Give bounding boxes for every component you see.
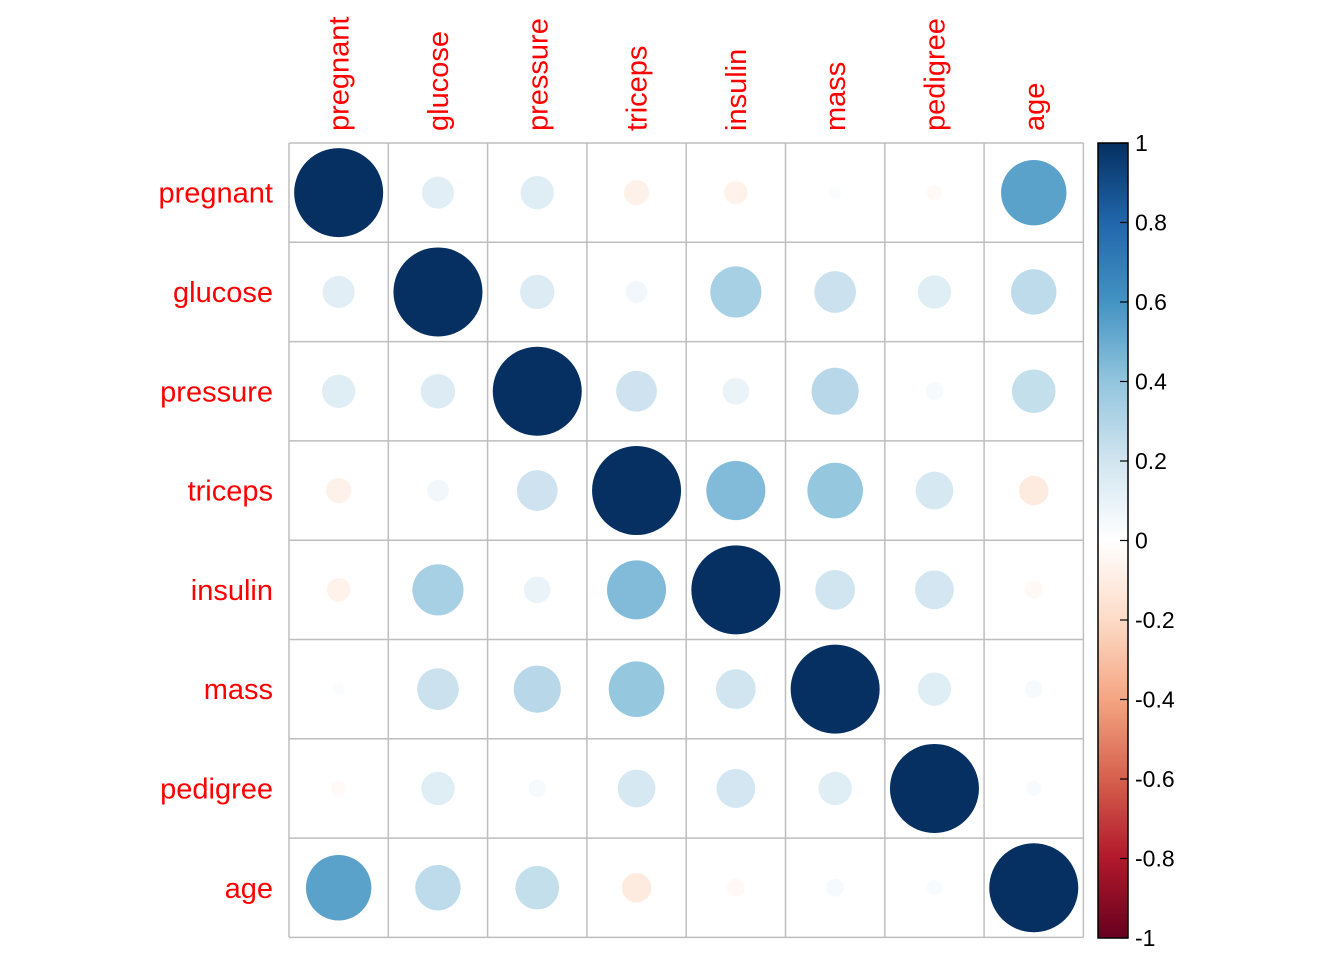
corr-circle-pressure-pedigree bbox=[925, 382, 944, 401]
corr-circle-insulin-pregnant bbox=[326, 578, 351, 602]
corr-circle-pregnant-pedigree bbox=[926, 184, 943, 201]
colorbar-tick-label: -0.4 bbox=[1135, 687, 1175, 713]
column-label-insulin: insulin bbox=[721, 49, 753, 131]
corr-circle-glucose-mass bbox=[814, 271, 857, 313]
colorbar-tick-label: -0.6 bbox=[1135, 766, 1175, 792]
corr-circle-triceps-mass bbox=[807, 462, 863, 519]
column-labels: pregnant glucose pressure triceps insulin mas… bbox=[324, 17, 1051, 132]
corr-circle-pedigree-triceps bbox=[617, 769, 656, 808]
colorbar-tick-label: 0.8 bbox=[1135, 210, 1167, 236]
row-label-age: age bbox=[225, 873, 273, 905]
corr-circle-pressure-glucose bbox=[420, 374, 456, 409]
corr-circle-insulin-triceps bbox=[607, 560, 667, 620]
corr-circle-insulin-age bbox=[1024, 580, 1043, 599]
corr-circle-mass-mass bbox=[790, 644, 880, 734]
column-label-triceps: triceps bbox=[622, 46, 654, 131]
corr-circle-pressure-mass bbox=[811, 367, 859, 415]
corr-circle-pregnant-mass bbox=[828, 186, 842, 199]
column-label-glucose: glucose bbox=[423, 31, 455, 131]
corr-circle-insulin-glucose bbox=[412, 564, 464, 616]
corr-circle-mass-pressure bbox=[513, 665, 561, 713]
corr-circle-age-pregnant bbox=[305, 855, 372, 921]
corr-circle-age-glucose bbox=[415, 865, 461, 911]
corr-circle-triceps-pregnant bbox=[326, 477, 352, 504]
corr-circle-pedigree-glucose bbox=[421, 771, 455, 806]
corr-circle-glucose-pregnant bbox=[322, 275, 355, 308]
corr-circle-mass-age bbox=[1024, 680, 1043, 699]
correlation-grid bbox=[288, 142, 1085, 939]
corr-circle-mass-insulin bbox=[715, 669, 756, 710]
corr-circle-glucose-insulin bbox=[710, 266, 762, 318]
corr-circle-pressure-pressure bbox=[492, 346, 582, 436]
corr-circle-glucose-glucose bbox=[393, 247, 483, 337]
corr-circle-pedigree-pressure bbox=[528, 779, 547, 798]
corr-circle-triceps-triceps bbox=[592, 446, 682, 536]
corr-circle-mass-pedigree bbox=[917, 672, 952, 706]
colorbar-tick-label: -0.2 bbox=[1135, 607, 1175, 633]
corr-circle-triceps-pedigree bbox=[915, 471, 954, 510]
corr-circle-insulin-mass bbox=[815, 569, 856, 610]
corr-circle-age-pedigree bbox=[926, 880, 943, 896]
corr-circle-insulin-pedigree bbox=[915, 570, 954, 610]
row-label-pedigree: pedigree bbox=[160, 773, 273, 805]
corr-circle-glucose-pressure bbox=[520, 274, 555, 310]
corr-circle-age-mass bbox=[826, 878, 845, 897]
column-label-pressure: pressure bbox=[522, 18, 554, 131]
corr-circle-triceps-insulin bbox=[706, 461, 766, 521]
row-labels: pregnant glucose pressure triceps insulin mas… bbox=[159, 178, 274, 905]
corr-circle-mass-glucose bbox=[417, 668, 459, 711]
row-label-glucose: glucose bbox=[173, 277, 273, 309]
corr-circle-age-insulin bbox=[726, 878, 745, 897]
corr-circle-triceps-glucose bbox=[427, 479, 449, 502]
colorbar-tick-label: 0.6 bbox=[1135, 289, 1167, 315]
corr-circle-pregnant-triceps bbox=[623, 180, 650, 206]
corr-circle-pedigree-mass bbox=[818, 771, 852, 806]
column-label-pregnant: pregnant bbox=[324, 17, 356, 132]
corr-circle-pregnant-insulin bbox=[724, 180, 748, 205]
corr-circle-pedigree-age bbox=[1026, 780, 1042, 797]
corr-circle-glucose-age bbox=[1011, 269, 1057, 315]
colorbar-tick-label: 0 bbox=[1135, 528, 1148, 554]
colorbar-legend: 1 0.8 0.6 0.4 0.2 0 -0.2 -0.4 -0.6 -0.8 -1 bbox=[1097, 130, 1175, 951]
row-label-pressure: pressure bbox=[160, 376, 273, 408]
colorbar-tick-label: -0.8 bbox=[1135, 846, 1175, 872]
corr-circle-glucose-pedigree bbox=[917, 275, 952, 309]
column-label-pedigree: pedigree bbox=[919, 18, 951, 131]
corr-circle-pressure-pregnant bbox=[321, 374, 356, 408]
colorbar-tick-label: -1 bbox=[1135, 925, 1155, 951]
corr-circle-pedigree-pregnant bbox=[330, 780, 347, 797]
row-label-insulin: insulin bbox=[191, 575, 273, 607]
corr-circle-mass-triceps bbox=[608, 661, 665, 717]
colorbar-tick-label: 1 bbox=[1135, 130, 1148, 156]
row-label-triceps: triceps bbox=[188, 476, 273, 508]
corr-circle-insulin-pressure bbox=[523, 576, 551, 604]
correlation-circles bbox=[294, 148, 1079, 933]
corr-circle-pressure-triceps bbox=[616, 370, 657, 412]
corr-circle-pregnant-pressure bbox=[520, 175, 554, 210]
row-label-mass: mass bbox=[204, 674, 273, 706]
colorbar-tick-label: 0.2 bbox=[1135, 448, 1167, 474]
column-label-age: age bbox=[1019, 83, 1051, 131]
corr-circle-insulin-insulin bbox=[691, 545, 781, 635]
corr-circle-pressure-age bbox=[1011, 369, 1056, 414]
corr-circle-age-age bbox=[989, 843, 1079, 933]
row-label-pregnant: pregnant bbox=[159, 178, 274, 210]
corr-circle-age-triceps bbox=[621, 872, 652, 903]
colorbar-tick-label: 0.4 bbox=[1135, 369, 1167, 395]
corr-circle-triceps-pressure bbox=[516, 470, 558, 511]
corr-circle-pregnant-pregnant bbox=[294, 148, 384, 238]
corr-circle-pedigree-insulin bbox=[716, 769, 756, 808]
column-label-mass: mass bbox=[820, 62, 852, 131]
corr-circle-mass-pregnant bbox=[332, 682, 345, 696]
corr-circle-triceps-age bbox=[1018, 475, 1049, 506]
corr-circle-pregnant-age bbox=[1001, 159, 1067, 226]
corr-circle-pedigree-pedigree bbox=[889, 743, 979, 833]
corr-circle-glucose-triceps bbox=[625, 281, 648, 303]
corr-circle-pregnant-glucose bbox=[421, 176, 454, 209]
corr-circle-pressure-insulin bbox=[722, 377, 750, 405]
corr-circle-age-pressure bbox=[515, 865, 560, 910]
